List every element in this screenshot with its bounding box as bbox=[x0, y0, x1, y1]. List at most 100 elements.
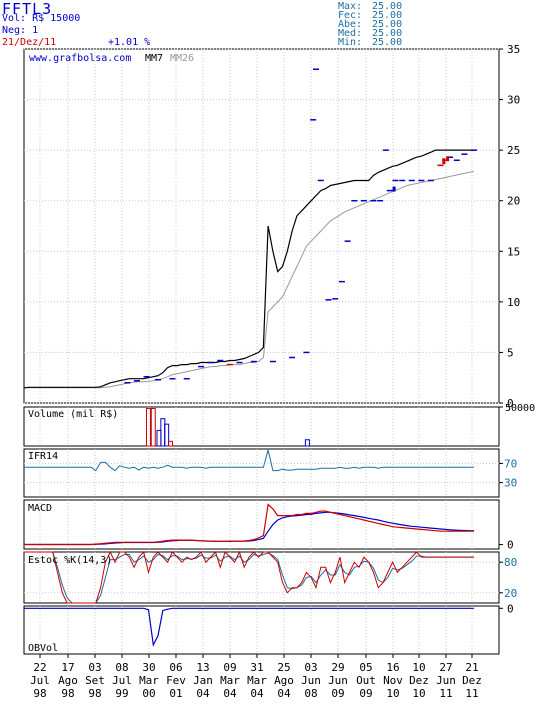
macd-line bbox=[24, 503, 474, 546]
x-tick-day: 30 bbox=[142, 661, 155, 674]
volume-bar bbox=[304, 439, 310, 447]
x-tick-year: 10 bbox=[412, 687, 425, 700]
stoch-d-line bbox=[24, 551, 474, 604]
x-tick-year: 04 bbox=[223, 687, 237, 700]
stat-label: Min: bbox=[338, 37, 363, 48]
volume-title: Volume (mil R$) bbox=[28, 409, 118, 420]
x-tick-month: Fev bbox=[166, 674, 186, 687]
x-tick-day: 17 bbox=[61, 661, 74, 674]
price-candle bbox=[442, 158, 446, 165]
mm26-line bbox=[24, 170, 475, 389]
price-candle bbox=[392, 186, 396, 192]
chart-header: FFTL3 Vol: R$ 15000 Neg: 1 21/Dez/11 +1.… bbox=[0, 0, 545, 50]
price-tick-label: 0 bbox=[507, 397, 514, 410]
stat-row: Fec: 25.00 bbox=[338, 10, 403, 21]
volume-bar bbox=[150, 408, 156, 447]
stat-label: Abe: bbox=[338, 19, 363, 30]
stoch-title: Estoc %K(14,3) bbox=[28, 555, 112, 566]
change-text: +1.01 % bbox=[108, 37, 151, 48]
volume-text: Vol: R$ 15000 bbox=[2, 13, 81, 24]
volume-panel bbox=[23, 406, 500, 447]
price-candle bbox=[446, 156, 450, 162]
price-tick-label: 15 bbox=[507, 245, 520, 258]
obv-line bbox=[24, 607, 474, 647]
price-tick-label: 20 bbox=[507, 195, 520, 208]
stat-row: Med: 25.00 bbox=[338, 28, 403, 39]
stat-value: 25.00 bbox=[372, 28, 403, 39]
watermark: www.grafbolsa.com bbox=[29, 53, 131, 64]
x-tick-year: 98 bbox=[33, 687, 46, 700]
x-tick-day: 03 bbox=[88, 661, 101, 674]
x-tick-year: 04 bbox=[277, 687, 291, 700]
x-tick-day: 08 bbox=[115, 661, 128, 674]
x-tick-month: Jun bbox=[301, 674, 321, 687]
x-tick-day: 06 bbox=[169, 661, 182, 674]
obv-title: OBVol bbox=[28, 643, 58, 654]
ifr-tick-label: 30 bbox=[504, 477, 517, 490]
x-tick-day: 27 bbox=[439, 661, 452, 674]
x-tick-year: 98 bbox=[61, 687, 74, 700]
stat-row: Min: 25.00 bbox=[338, 37, 403, 48]
x-tick-day: 10 bbox=[412, 661, 425, 674]
volume-bar bbox=[164, 423, 170, 447]
x-tick-day: 31 bbox=[250, 661, 263, 674]
legend-mm7: MM7 bbox=[145, 53, 163, 64]
x-tick-month: Dez bbox=[462, 674, 482, 687]
x-tick-month: Jan bbox=[193, 674, 213, 687]
x-tick-month: Ago bbox=[58, 674, 78, 687]
x-tick-month: Jul bbox=[30, 674, 50, 687]
x-tick-month: Mar bbox=[247, 674, 267, 687]
x-tick-month: Jul bbox=[112, 674, 132, 687]
stats-block: Max: 25.00 Fec: 25.00 Abe: 25.00 Med: 25.00 Min:… bbox=[338, 1, 403, 48]
macd-panel bbox=[23, 499, 500, 550]
x-tick-year: 10 bbox=[386, 687, 399, 700]
x-tick-year: 00 bbox=[142, 687, 155, 700]
date-text: 21/Dez/11 bbox=[2, 37, 57, 48]
x-tick-year: 09 bbox=[359, 687, 372, 700]
stoch-k-line bbox=[24, 550, 474, 604]
grid-lines bbox=[24, 48, 503, 658]
macd-title: MACD bbox=[28, 503, 52, 514]
ticker-symbol: FFTL3 bbox=[2, 0, 53, 18]
x-tick-month: Mar bbox=[220, 674, 240, 687]
x-tick-day: 16 bbox=[386, 661, 399, 674]
x-tick-year: 98 bbox=[88, 687, 101, 700]
x-tick-month: Jun bbox=[436, 674, 456, 687]
x-tick-year: 04 bbox=[196, 687, 210, 700]
x-tick-month: Dez bbox=[409, 674, 429, 687]
x-tick-year: 09 bbox=[331, 687, 344, 700]
x-tick-month: Out bbox=[356, 674, 376, 687]
x-tick-year: 08 bbox=[304, 687, 317, 700]
x-tick-month: Nov bbox=[383, 674, 403, 687]
x-tick-year: 04 bbox=[250, 687, 264, 700]
price-tick-label: 5 bbox=[507, 346, 514, 359]
x-tick-month: Jun bbox=[328, 674, 348, 687]
x-tick-day: 09 bbox=[223, 661, 236, 674]
x-tick-month: Set bbox=[85, 674, 105, 687]
ifr-line bbox=[24, 449, 474, 472]
stoch-tick-label: 20 bbox=[504, 587, 517, 600]
volume-bar bbox=[167, 440, 173, 447]
volume-tick-label: 50000 bbox=[505, 403, 535, 414]
price-tick-label: 30 bbox=[507, 94, 520, 107]
stat-row: Abe: 25.00 bbox=[338, 19, 402, 30]
macd-tick-label: 0 bbox=[507, 539, 514, 552]
stoch-tick-label: 80 bbox=[504, 556, 517, 569]
ifr-panel bbox=[23, 448, 500, 498]
stat-label: Max: bbox=[338, 1, 363, 12]
stat-value: 25.00 bbox=[372, 37, 403, 48]
stat-value: 25.00 bbox=[372, 10, 403, 21]
x-tick-day: 22 bbox=[33, 661, 46, 674]
stat-row: Max: 25.00 bbox=[338, 1, 402, 12]
x-tick-day: 05 bbox=[359, 661, 372, 674]
x-tick-day: 13 bbox=[196, 661, 209, 674]
price-tick-label: 10 bbox=[507, 296, 520, 309]
obv-panel bbox=[23, 605, 500, 655]
x-tick-month: Ago bbox=[274, 674, 294, 687]
x-tick-year: 99 bbox=[115, 687, 128, 700]
ifr-tick-label: 70 bbox=[504, 457, 517, 470]
x-tick-month: Mar bbox=[139, 674, 159, 687]
obv-tick-label: 0 bbox=[507, 602, 514, 615]
